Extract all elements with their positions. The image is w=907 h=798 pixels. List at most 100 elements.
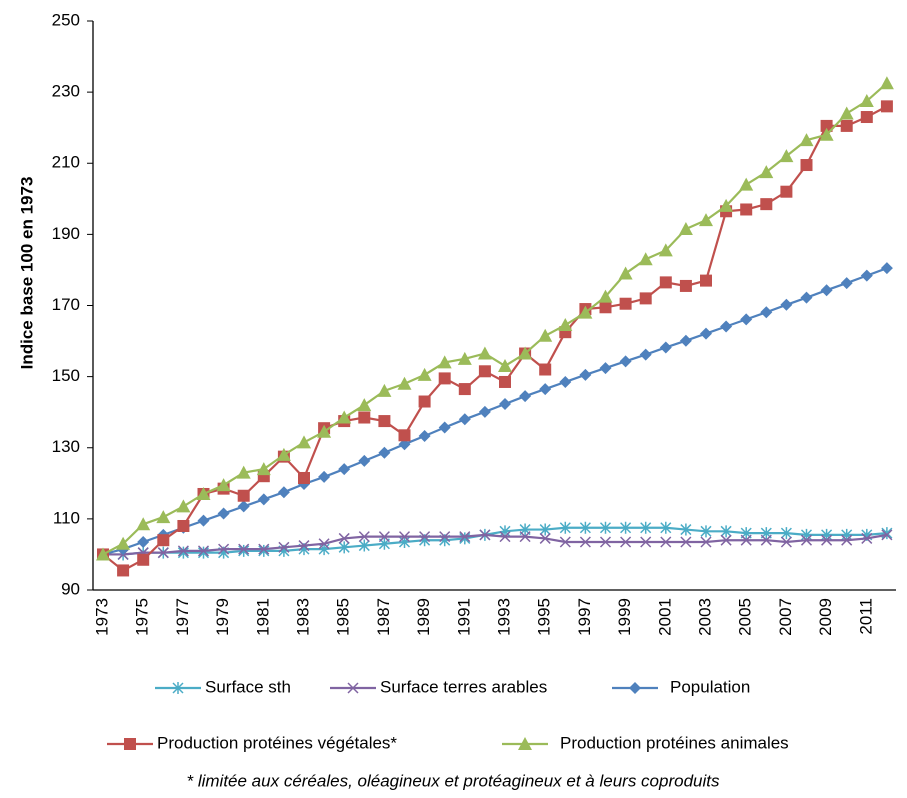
legend-label: Surface sth	[205, 677, 291, 696]
x-tick-label: 1977	[173, 598, 192, 636]
x-tick-label: 1985	[334, 598, 353, 636]
marker	[318, 538, 330, 550]
marker	[760, 306, 773, 319]
marker	[780, 185, 793, 198]
marker	[257, 493, 270, 506]
y-tick-label: 230	[52, 82, 80, 101]
marker	[839, 106, 854, 120]
legend-label: Production protéines animales	[560, 733, 789, 752]
marker	[197, 545, 210, 557]
marker	[172, 682, 184, 694]
marker	[419, 531, 431, 543]
x-tick-label: 1989	[414, 598, 433, 636]
marker	[759, 165, 774, 179]
marker	[780, 298, 793, 311]
marker	[298, 471, 310, 484]
marker	[518, 346, 533, 360]
marker	[841, 534, 853, 546]
marker	[680, 536, 692, 548]
marker	[519, 390, 532, 403]
marker	[258, 543, 270, 555]
marker	[459, 532, 471, 545]
legend-label: Surface terres arables	[380, 677, 547, 696]
marker	[317, 424, 332, 438]
marker	[518, 737, 532, 750]
marker	[599, 521, 612, 534]
marker	[740, 534, 752, 546]
marker	[237, 500, 250, 513]
x-tick-label: 1983	[293, 598, 312, 636]
x-tick-label: 2007	[776, 598, 795, 636]
marker	[579, 368, 592, 381]
marker	[821, 528, 833, 541]
marker	[236, 465, 251, 479]
y-tick-label: 210	[52, 153, 80, 172]
marker	[640, 521, 652, 534]
marker	[458, 383, 471, 396]
marker	[216, 478, 231, 492]
marker	[859, 94, 874, 108]
y-tick-label: 170	[52, 295, 80, 314]
marker	[639, 348, 652, 361]
marker	[800, 528, 813, 541]
marker	[238, 544, 250, 557]
marker	[800, 159, 813, 172]
x-tick-label: 1991	[454, 598, 473, 636]
marker	[629, 682, 641, 694]
marker	[739, 177, 754, 191]
marker	[478, 365, 491, 378]
marker	[879, 76, 894, 90]
marker	[418, 395, 431, 408]
marker	[519, 531, 531, 543]
marker	[277, 486, 290, 499]
x-tick-label: 2001	[655, 598, 674, 636]
marker	[96, 547, 110, 561]
marker	[358, 539, 370, 552]
marker	[136, 517, 151, 531]
marker	[499, 375, 511, 388]
marker	[398, 535, 411, 548]
marker	[558, 318, 573, 332]
marker	[156, 510, 171, 524]
marker	[841, 528, 853, 541]
marker	[458, 413, 471, 426]
marker	[579, 536, 591, 548]
marker	[539, 363, 552, 376]
x-tick-label: 1995	[535, 598, 554, 636]
marker	[660, 521, 672, 534]
marker	[177, 546, 189, 559]
x-tick-label: 2009	[816, 598, 835, 636]
legend-label: Population	[670, 677, 750, 696]
marker	[559, 375, 572, 388]
marker	[539, 523, 551, 536]
marker	[137, 535, 150, 548]
marker	[599, 301, 612, 314]
marker	[700, 274, 712, 287]
series-line	[102, 82, 888, 556]
marker	[678, 222, 693, 236]
marker	[760, 534, 772, 546]
marker	[720, 534, 732, 546]
marker	[800, 291, 813, 304]
marker	[357, 398, 372, 412]
marker	[881, 529, 893, 541]
marker	[218, 543, 230, 555]
marker	[599, 536, 612, 548]
marker	[358, 454, 371, 467]
y-tick-label: 250	[52, 10, 80, 29]
footnote: * limitée aux céréales, oléagineux et pr…	[187, 771, 720, 790]
marker	[347, 682, 359, 694]
marker	[498, 358, 512, 372]
marker	[819, 127, 834, 141]
x-tick-label: 1973	[92, 598, 111, 636]
series-line	[102, 267, 888, 556]
marker	[256, 462, 271, 476]
marker	[620, 536, 632, 548]
marker	[358, 411, 371, 424]
marker	[439, 531, 451, 543]
marker	[820, 119, 833, 132]
marker	[639, 292, 652, 305]
marker	[499, 531, 511, 543]
marker	[479, 529, 491, 541]
series-line	[103, 526, 887, 556]
